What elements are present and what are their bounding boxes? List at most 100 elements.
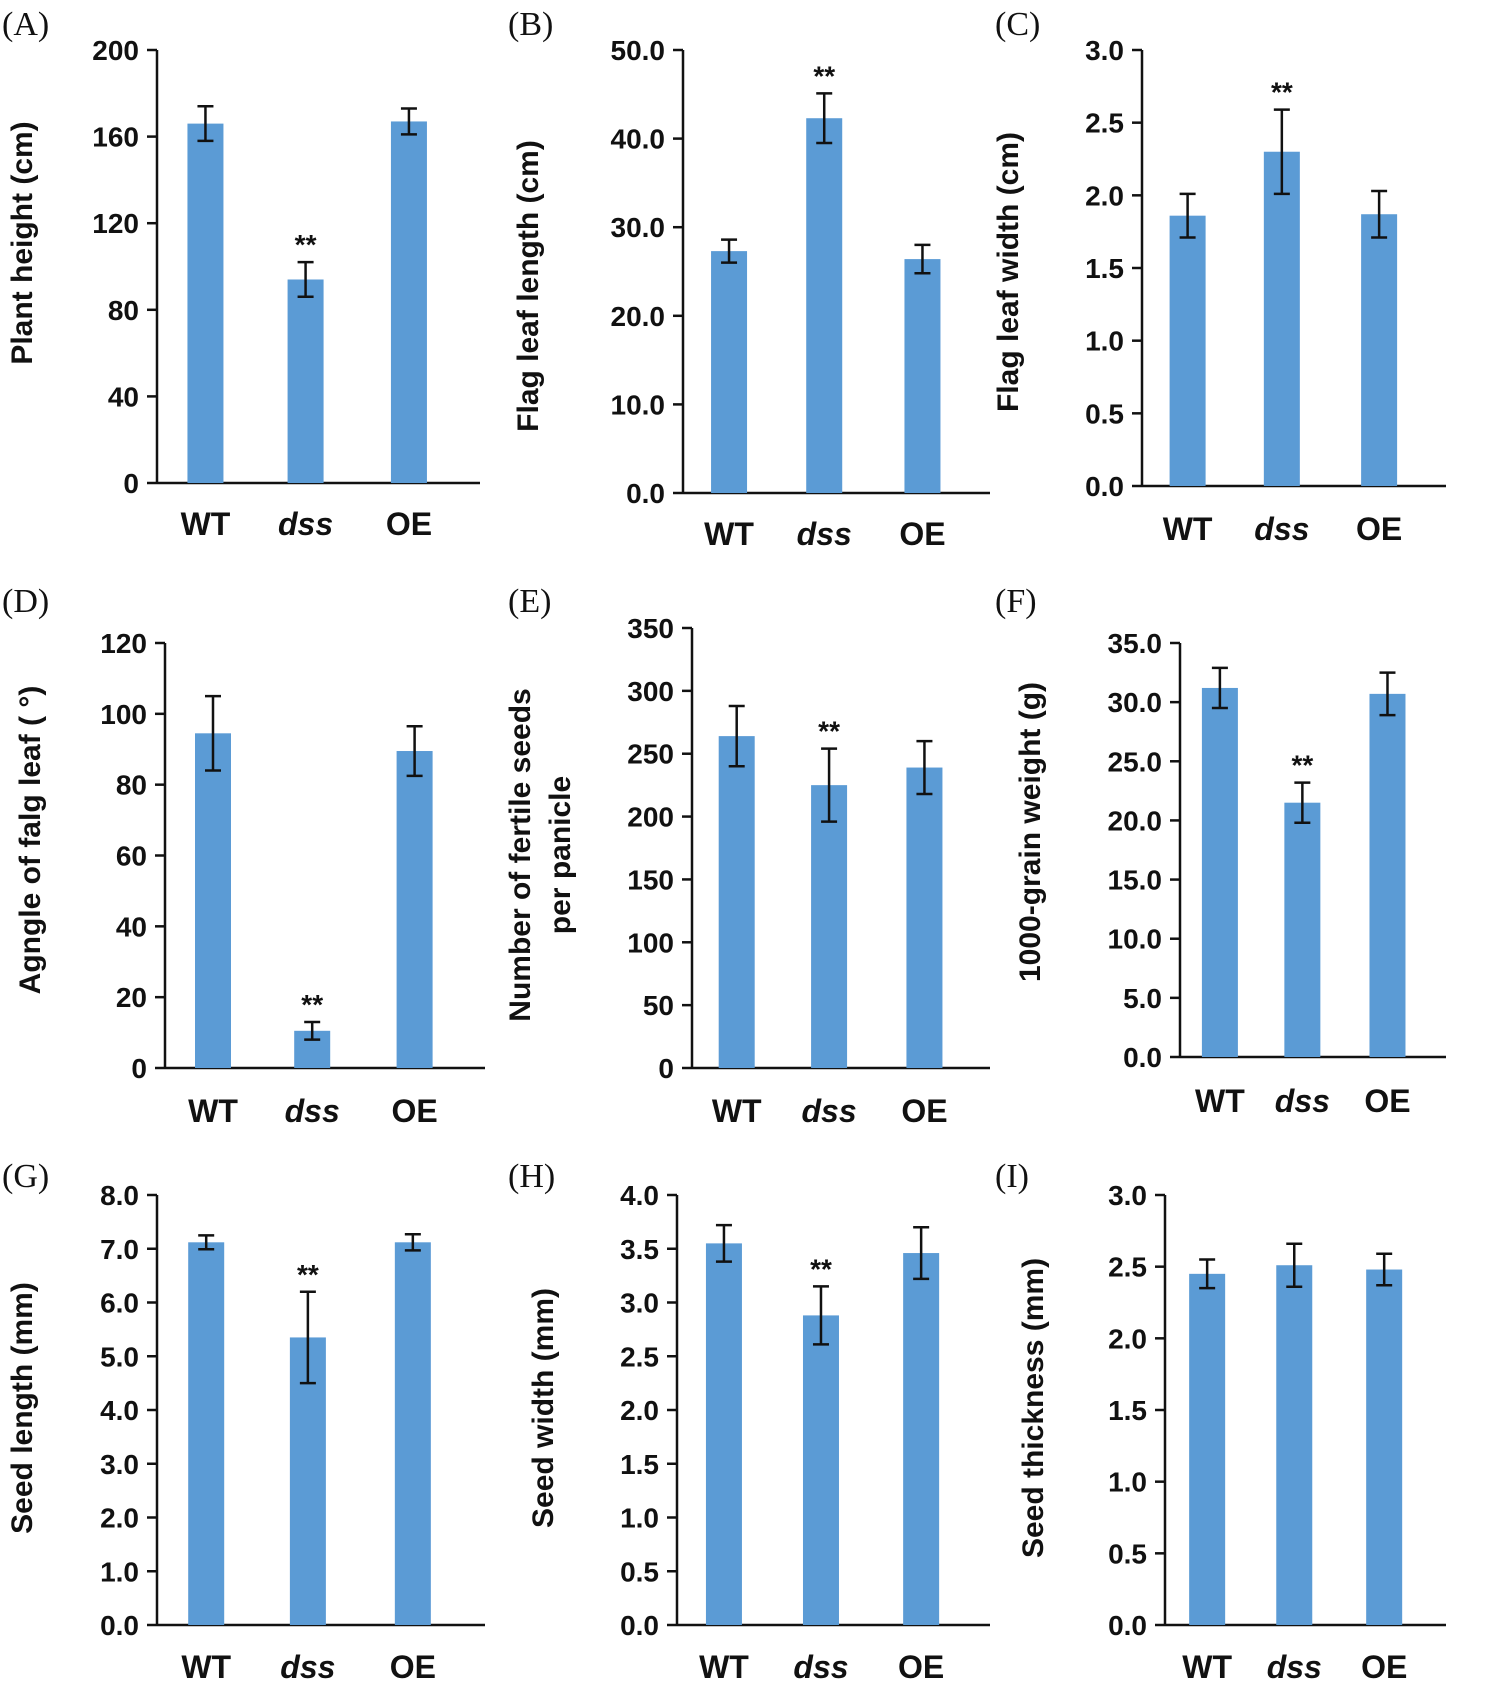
- bar-dss: [1276, 1265, 1313, 1625]
- y-tick-label: 0.0: [626, 478, 665, 509]
- category-label: OE: [1356, 511, 1402, 547]
- significance-marker: **: [810, 1253, 832, 1284]
- panel-label: (B): [508, 6, 553, 43]
- bar-wt: [718, 736, 755, 1068]
- y-tick-label: 40.0: [611, 124, 666, 155]
- y-tick-label: 120: [100, 628, 147, 659]
- y-tick-label: 250: [627, 739, 674, 770]
- chart-panel-f: (F) 0.0 5.0 10.0 15.0 20.0 25.0 30.0 35.0 1000-gr…: [995, 583, 1446, 1119]
- category-label: OE: [899, 516, 945, 552]
- significance-marker: **: [1271, 77, 1293, 108]
- bar-wt: [1169, 215, 1206, 486]
- category-label: WT: [1182, 1649, 1232, 1685]
- y-tick-label: 0: [658, 1053, 674, 1084]
- bar-oe: [390, 121, 427, 483]
- category-label: WT: [704, 516, 754, 552]
- y-axis-label: Seed length (mm): [6, 1282, 39, 1534]
- bar-wt: [1189, 1273, 1226, 1625]
- bar-oe: [906, 767, 943, 1068]
- y-tick-label: 15.0: [1108, 865, 1163, 896]
- y-tick-label: 60: [116, 841, 147, 872]
- category-label: WT: [1195, 1083, 1245, 1119]
- chart-panel-g: (G) 0.0 1.0 2.0 3.0 4.0 5.0 6.0 7.0 8.0 Seed lengt…: [2, 1158, 485, 1685]
- y-tick-label: 150: [627, 864, 674, 895]
- bar-dss: [802, 1315, 839, 1625]
- y-tick-label: 6.0: [100, 1288, 139, 1319]
- y-tick-label: 10.0: [611, 389, 666, 420]
- y-tick-label: 0: [131, 1053, 147, 1084]
- y-axis-label: Flag leaf length (cm): [512, 140, 545, 432]
- y-tick-label: 100: [627, 927, 674, 958]
- category-label: WT: [1163, 511, 1213, 547]
- bar-dss: [1284, 802, 1321, 1057]
- y-tick-label: 1.5: [1108, 1395, 1147, 1426]
- bar-oe: [396, 751, 433, 1068]
- chart-panel-b: (B) 0.0 10.0 20.0 30.0 40.0 50.0 Flag leaf leng…: [508, 6, 990, 552]
- y-tick-label: 30.0: [611, 212, 666, 243]
- category-label: dss: [802, 1093, 857, 1129]
- bar-wt: [1201, 687, 1238, 1057]
- bar-oe: [903, 1253, 940, 1625]
- y-tick-label: 4.0: [620, 1180, 659, 1211]
- y-axis-label: Seed width (mm): [527, 1288, 560, 1528]
- panel-label: (C): [995, 6, 1040, 43]
- y-tick-label: 50: [643, 990, 674, 1021]
- y-tick-label: 0.5: [1085, 398, 1124, 429]
- y-tick-label: 40: [108, 381, 139, 412]
- y-axis-label: Agngle of falg leaf ( °): [14, 686, 47, 995]
- category-label: OE: [386, 506, 432, 542]
- category-label: OE: [901, 1093, 947, 1129]
- y-tick-label: 1.5: [1085, 253, 1124, 284]
- y-tick-label: 0.0: [1085, 471, 1124, 502]
- bar-wt: [188, 1242, 225, 1625]
- y-axis-label: Seed thickness (mm): [1017, 1258, 1050, 1558]
- chart-panel-i: (I) 0.0 0.5 1.0 1.5 2.0 2.5 3.0 Seed thickness (…: [995, 1158, 1446, 1685]
- panel-label: (G): [2, 1158, 49, 1195]
- chart-panel-h: (H) 0.0 0.5 1.0 1.5 2.0 2.5 3.0 3.5 4.0 Seed width…: [508, 1158, 990, 1685]
- category-label: OE: [898, 1649, 944, 1685]
- panel-label: (I): [995, 1158, 1029, 1195]
- y-tick-label: 3.0: [1108, 1180, 1147, 1211]
- y-tick-label: 80: [108, 295, 139, 326]
- panel-label: (D): [2, 583, 49, 620]
- y-tick-label: 2.0: [620, 1395, 659, 1426]
- y-tick-label: 0.0: [100, 1610, 139, 1641]
- y-tick-label: 1.0: [100, 1556, 139, 1587]
- chart-panel-a: (A) 0 40 80 120 160 200 Plant height (cm) WT dss *…: [2, 6, 480, 542]
- chart-panel-e: (E) 0 50 100 150 200 250 300 350 Number of fertil…: [504, 583, 990, 1129]
- y-tick-label: 200: [627, 802, 674, 833]
- y-tick-label: 0.5: [620, 1556, 659, 1587]
- category-label: OE: [391, 1093, 437, 1129]
- y-tick-label: 50.0: [611, 35, 666, 66]
- y-tick-label: 1.0: [1108, 1467, 1147, 1498]
- y-tick-label: 5.0: [1123, 983, 1162, 1014]
- y-tick-label: 2.5: [1108, 1252, 1147, 1283]
- y-tick-label: 2.5: [620, 1341, 659, 1372]
- category-label: dss: [797, 516, 852, 552]
- category-label: OE: [390, 1649, 436, 1685]
- panel-label: (F): [995, 583, 1037, 620]
- y-tick-label: 200: [92, 35, 139, 66]
- significance-marker: **: [818, 716, 840, 747]
- bar-dss: [811, 785, 848, 1068]
- category-label: WT: [181, 506, 231, 542]
- category-label: WT: [699, 1649, 749, 1685]
- y-axis-label: Number of fertile seeds per panicle: [504, 688, 577, 1021]
- y-tick-label: 4.0: [100, 1395, 139, 1426]
- y-tick-label: 2.0: [100, 1503, 139, 1534]
- significance-marker: **: [295, 229, 317, 260]
- category-label: dss: [1267, 1649, 1322, 1685]
- y-tick-label: 8.0: [100, 1180, 139, 1211]
- y-tick-label: 0.5: [1108, 1538, 1147, 1569]
- bar-dss: [287, 279, 324, 483]
- bar-oe: [1366, 1269, 1403, 1625]
- y-tick-label: 35.0: [1108, 628, 1163, 659]
- bar-oe: [1369, 693, 1406, 1057]
- y-tick-label: 5.0: [100, 1341, 139, 1372]
- significance-marker: **: [297, 1259, 319, 1290]
- bar-wt: [195, 733, 231, 1068]
- significance-marker: **: [813, 60, 835, 91]
- panel-label: (E): [508, 583, 551, 620]
- category-label: dss: [793, 1649, 848, 1685]
- y-axis-label: Flag leaf width (cm): [992, 132, 1025, 412]
